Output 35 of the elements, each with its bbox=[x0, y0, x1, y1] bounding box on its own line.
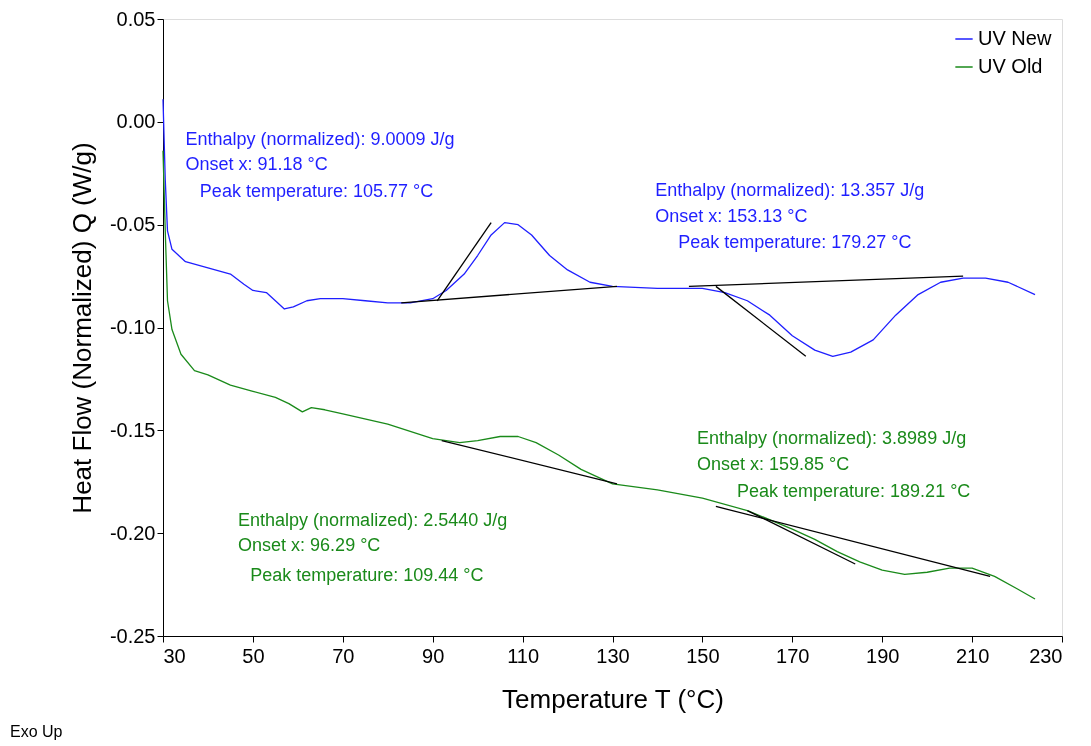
annotation: Onset x: 91.18 °C bbox=[185, 154, 328, 175]
annotation: Onset x: 153.13 °C bbox=[655, 206, 808, 227]
x-tick-label: 210 bbox=[955, 644, 990, 667]
y-tick-label: -0.25 bbox=[109, 624, 156, 647]
y-tick-label: -0.10 bbox=[109, 316, 156, 338]
x-tick-label: 190 bbox=[866, 644, 900, 667]
annotation: Enthalpy (normalized): 9.0009 J/g bbox=[185, 128, 455, 149]
x-tick-label: 90 bbox=[422, 644, 445, 667]
x-tick-label: 130 bbox=[596, 644, 630, 667]
legend-label: UV New bbox=[978, 27, 1052, 49]
annotation: Enthalpy (normalized): 2.5440 J/g bbox=[238, 509, 508, 530]
x-tick-label: 110 bbox=[507, 644, 540, 667]
legend-label: UV Old bbox=[978, 55, 1043, 77]
y-tick-label: -0.05 bbox=[109, 213, 156, 236]
y-tick-label: -0.15 bbox=[109, 418, 156, 441]
x-tick-label: 170 bbox=[776, 644, 810, 667]
annotation: Peak temperature: 109.44 °C bbox=[250, 565, 484, 586]
x-tick-label: 50 bbox=[242, 644, 265, 667]
x-tick-label: 30 bbox=[163, 644, 186, 667]
annotation: Onset x: 159.85 °C bbox=[697, 454, 850, 475]
y-axis-title: Heat Flow (Normalized) Q (W/g) bbox=[66, 142, 97, 514]
y-tick-label: -0.20 bbox=[109, 521, 156, 544]
annotation: Peak temperature: 189.21 °C bbox=[737, 481, 971, 502]
annotation: Enthalpy (normalized): 3.8989 J/g bbox=[697, 427, 967, 448]
text: Exo Up bbox=[10, 723, 63, 740]
annotation: Enthalpy (normalized): 13.357 J/g bbox=[655, 179, 925, 200]
annotation: Onset x: 96.29 °C bbox=[238, 534, 381, 555]
x-axis-title: Temperature T (°C) bbox=[502, 683, 724, 714]
x-tick-label: 230 bbox=[1029, 644, 1063, 667]
x-tick-label: 150 bbox=[686, 644, 720, 667]
y-tick-label: 0.05 bbox=[116, 7, 156, 30]
x-tick-label: 70 bbox=[332, 644, 355, 667]
annotation: Peak temperature: 179.27 °C bbox=[678, 232, 912, 253]
annotation: Peak temperature: 105.77 °C bbox=[199, 180, 434, 201]
y-tick-label: 0.00 bbox=[116, 110, 156, 133]
